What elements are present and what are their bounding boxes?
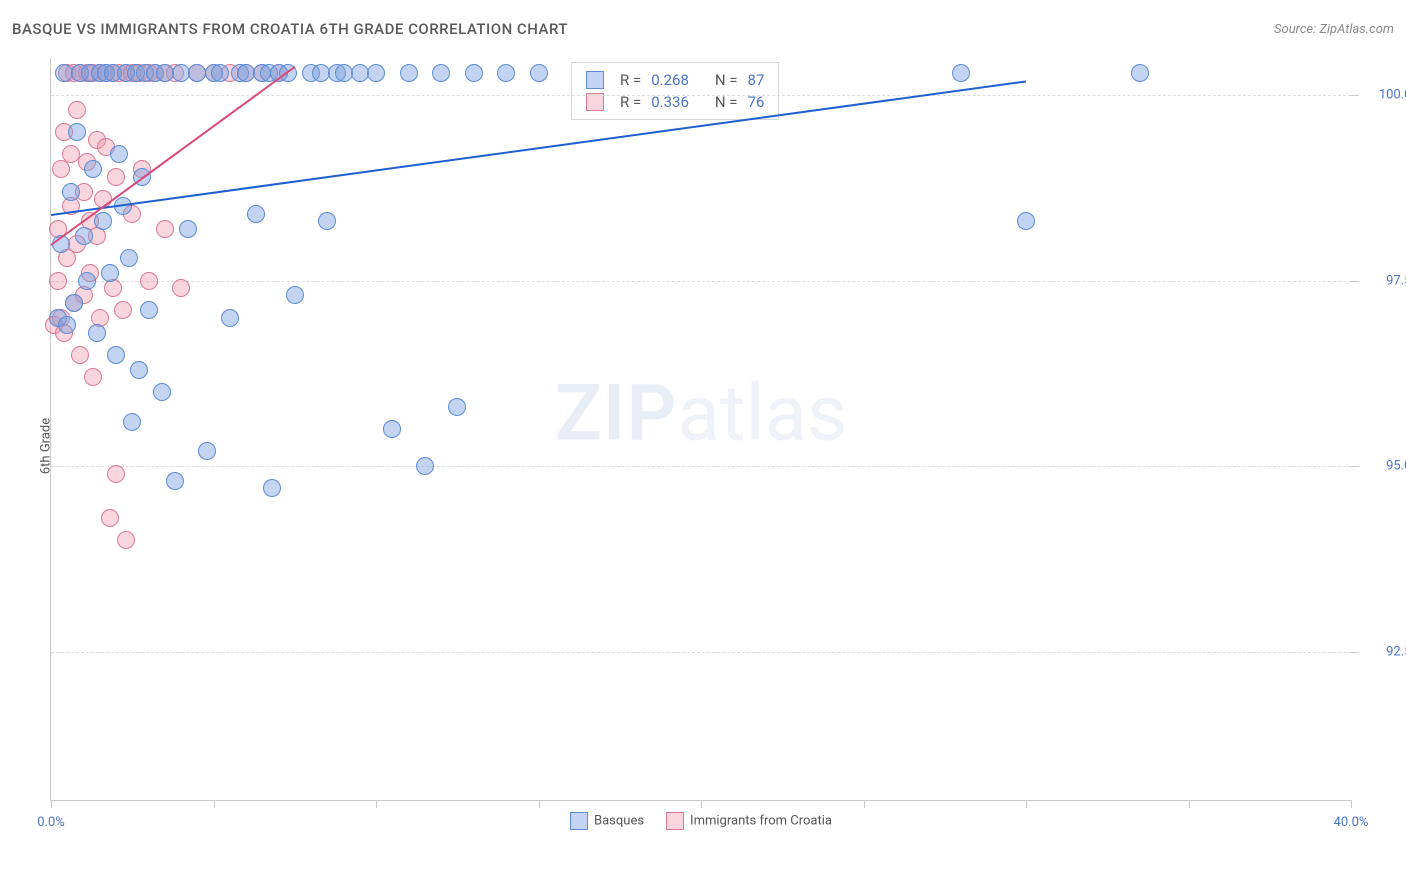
point-basques	[1131, 64, 1149, 82]
y-tick-label: 100.0%	[1379, 88, 1406, 103]
point-basques	[432, 64, 450, 82]
point-basques	[211, 64, 229, 82]
legend: Basques Immigrants from Croatia	[570, 812, 832, 830]
gridline	[51, 281, 1351, 282]
point-croatia	[107, 465, 125, 483]
point-basques	[416, 457, 434, 475]
point-croatia	[101, 509, 119, 527]
point-basques	[383, 420, 401, 438]
trendline-basques	[51, 80, 1026, 216]
point-basques	[530, 64, 548, 82]
point-basques	[153, 383, 171, 401]
point-basques	[247, 205, 265, 223]
point-croatia	[107, 168, 125, 186]
stats-row-basques: R = 0.268 N = 87	[586, 69, 764, 91]
point-basques	[140, 301, 158, 319]
point-basques	[101, 264, 119, 282]
point-basques	[1017, 212, 1035, 230]
x-tick-label: 40.0%	[1334, 815, 1369, 830]
point-basques	[120, 249, 138, 267]
chart-source: Source: ZipAtlas.com	[1274, 22, 1394, 37]
point-basques	[952, 64, 970, 82]
point-basques	[110, 145, 128, 163]
point-croatia	[117, 531, 135, 549]
point-croatia	[172, 279, 190, 297]
point-croatia	[114, 301, 132, 319]
y-tick-label: 97.5%	[1386, 273, 1406, 288]
point-basques	[107, 346, 125, 364]
point-basques	[68, 123, 86, 141]
gridline	[51, 652, 1351, 653]
legend-item-croatia: Immigrants from Croatia	[666, 812, 832, 830]
point-basques	[198, 442, 216, 460]
point-basques	[130, 361, 148, 379]
point-basques	[318, 212, 336, 230]
point-basques	[448, 398, 466, 416]
point-basques	[367, 64, 385, 82]
y-tick-label: 95.0%	[1386, 459, 1406, 474]
point-basques	[465, 64, 483, 82]
point-basques	[75, 227, 93, 245]
point-croatia	[71, 346, 89, 364]
swatch-croatia-icon	[666, 812, 684, 830]
point-croatia	[49, 272, 67, 290]
y-tick-label: 92.5%	[1386, 644, 1406, 659]
point-croatia	[156, 220, 174, 238]
point-basques	[78, 272, 96, 290]
point-basques	[221, 309, 239, 327]
point-basques	[497, 64, 515, 82]
point-basques	[62, 183, 80, 201]
point-basques	[123, 413, 141, 431]
point-croatia	[140, 272, 158, 290]
point-basques	[179, 220, 197, 238]
point-basques	[65, 294, 83, 312]
swatch-basques-icon	[586, 71, 604, 89]
point-basques	[166, 472, 184, 490]
stats-box: R = 0.268 N = 87 R = 0.336 N = 76	[571, 62, 779, 120]
point-basques	[400, 64, 418, 82]
point-basques	[84, 160, 102, 178]
point-basques	[263, 479, 281, 497]
point-basques	[88, 324, 106, 342]
point-basques	[94, 212, 112, 230]
gridline	[51, 466, 1351, 467]
point-croatia	[84, 368, 102, 386]
x-tick-label: 0.0%	[37, 815, 65, 830]
scatter-plot: ZIPatlas R = 0.268 N = 87 R = 0.336 N = …	[50, 58, 1351, 801]
gridline	[51, 95, 1351, 96]
point-basques	[286, 286, 304, 304]
point-basques	[58, 316, 76, 334]
swatch-basques-icon	[570, 812, 588, 830]
legend-item-basques: Basques	[570, 812, 644, 830]
point-croatia	[68, 101, 86, 119]
chart-title: BASQUE VS IMMIGRANTS FROM CROATIA 6TH GR…	[12, 20, 568, 38]
watermark: ZIPatlas	[555, 369, 847, 460]
